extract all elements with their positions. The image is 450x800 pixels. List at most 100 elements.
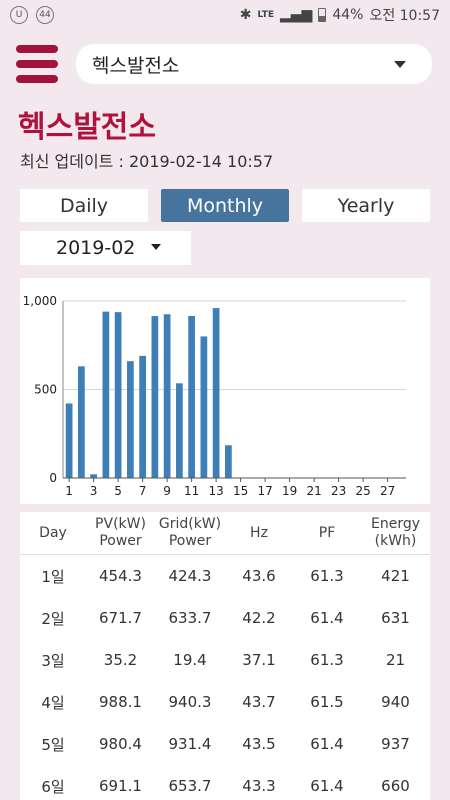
cell-pv-power: 980.4 bbox=[99, 735, 142, 753]
top-bar: 헥스발전소 bbox=[16, 44, 432, 84]
signal-icon: ▂▄▆ bbox=[280, 7, 313, 23]
status-left: U 44 bbox=[10, 6, 54, 24]
period-tabs: Daily Monthly Yearly bbox=[20, 189, 430, 222]
cell-pv-power: 454.3 bbox=[99, 567, 142, 585]
cell-energy: 660 bbox=[381, 777, 410, 795]
col-header-pf: PF bbox=[318, 524, 336, 541]
cell-day: 1일 bbox=[41, 567, 65, 586]
cell-energy: 940 bbox=[381, 693, 410, 711]
cell-hz: 43.6 bbox=[242, 567, 276, 585]
network-type: LTE bbox=[257, 10, 274, 20]
x-tick-label: 27 bbox=[380, 484, 395, 498]
menu-icon[interactable] bbox=[16, 45, 58, 83]
app-notification-icon: U bbox=[10, 6, 28, 24]
cell-energy: 937 bbox=[381, 735, 410, 753]
table-body: 1일 454.3 424.3 43.6 61.3 421 2일 671.7 633.7 42.2 6… bbox=[20, 555, 430, 800]
cell-pf: 61.3 bbox=[310, 651, 344, 669]
caret-down-icon bbox=[151, 244, 161, 250]
energy-chart: 0 500 1,000 1 3 5 7 9 11 13 15 17 19 21 23 25 27 bbox=[20, 278, 430, 504]
cell-pf: 61.5 bbox=[310, 693, 344, 711]
table-row: 2일 671.7 633.7 42.2 61.4 631 bbox=[20, 597, 430, 639]
cell-hz: 43.5 bbox=[242, 735, 276, 753]
table-row: 1일 454.3 424.3 43.6 61.3 421 bbox=[20, 555, 430, 597]
battery-percent: 44% bbox=[332, 7, 364, 23]
cell-hz: 42.2 bbox=[242, 609, 276, 627]
y-tick-label: 0 bbox=[49, 471, 57, 485]
cell-day: 6일 bbox=[41, 777, 65, 796]
cell-hz: 43.3 bbox=[242, 777, 276, 795]
clock: 오전 10:57 bbox=[369, 8, 440, 24]
x-tick-label: 25 bbox=[355, 484, 370, 498]
x-tick-label: 21 bbox=[306, 484, 321, 498]
x-tick-label: 17 bbox=[257, 484, 272, 498]
cell-pv-power: 671.7 bbox=[99, 609, 142, 627]
bar-day-5 bbox=[114, 312, 122, 478]
bar-day-12 bbox=[200, 336, 208, 478]
cell-energy: 631 bbox=[381, 609, 410, 627]
cell-hz: 37.1 bbox=[242, 651, 276, 669]
site-dropdown[interactable]: 헥스발전소 bbox=[76, 44, 432, 84]
bluetooth-icon: ✱ bbox=[239, 7, 252, 23]
cell-pf: 61.4 bbox=[310, 777, 344, 795]
col-header-day: Day bbox=[39, 524, 67, 541]
status-bar: U 44 ✱ LTE ▂▄▆ 44% 오전 10:57 bbox=[0, 0, 450, 30]
x-tick-label: 13 bbox=[208, 484, 223, 498]
y-tick-label: 1,000 bbox=[23, 294, 57, 308]
x-tick-label: 7 bbox=[139, 484, 147, 498]
x-tick-label: 19 bbox=[282, 484, 297, 498]
tab-monthly[interactable]: Monthly bbox=[161, 189, 289, 222]
data-table: Day PV(kW) Power Grid(kW) Power Hz PF Ener… bbox=[20, 512, 430, 800]
cell-grid-power: 940.3 bbox=[168, 693, 212, 711]
cell-pv-power: 35.2 bbox=[103, 651, 138, 669]
bar-day-9 bbox=[163, 314, 171, 478]
table-row: 5일 980.4 931.4 43.5 61.4 937 bbox=[20, 723, 430, 765]
month-dropdown[interactable]: 2019-02 bbox=[20, 231, 191, 265]
chevron-down-icon bbox=[394, 61, 406, 68]
cell-grid-power: 633.7 bbox=[168, 609, 212, 627]
cell-pf: 61.4 bbox=[310, 735, 344, 753]
battery-icon bbox=[318, 8, 327, 22]
col-header-hz: Hz bbox=[250, 524, 268, 541]
bar-day-11 bbox=[188, 316, 195, 478]
table-row: 4일 988.1 940.3 43.7 61.5 940 bbox=[20, 681, 430, 723]
cell-energy: 421 bbox=[381, 567, 410, 585]
cell-grid-power: 19.4 bbox=[173, 651, 207, 669]
table-row: 6일 691.1 653.7 43.3 61.4 660 bbox=[20, 765, 430, 800]
cell-day: 3일 bbox=[41, 651, 65, 670]
table-row: 3일 35.2 19.4 37.1 61.3 21 bbox=[20, 639, 430, 681]
x-tick-label: 1 bbox=[65, 484, 73, 498]
x-tick-label: 11 bbox=[184, 484, 199, 498]
bar-day-1 bbox=[65, 403, 73, 478]
cell-day: 2일 bbox=[41, 609, 65, 628]
page-title: 헥스발전소 bbox=[18, 110, 156, 145]
bar-day-6 bbox=[127, 361, 134, 478]
col-header-pv-power: PV(kW) Power bbox=[95, 516, 146, 549]
cell-grid-power: 931.4 bbox=[168, 735, 212, 753]
cell-pv-power: 988.1 bbox=[99, 693, 142, 711]
cell-day: 4일 bbox=[41, 693, 65, 712]
bar-day-4 bbox=[102, 311, 110, 478]
cell-grid-power: 653.7 bbox=[168, 777, 212, 795]
cell-day: 5일 bbox=[41, 735, 65, 754]
month-dropdown-value: 2019-02 bbox=[56, 237, 136, 259]
col-header-energy: Energy (kWh) bbox=[370, 516, 420, 549]
cell-grid-power: 424.3 bbox=[168, 567, 212, 585]
x-tick-label: 9 bbox=[163, 484, 171, 498]
tab-yearly[interactable]: Yearly bbox=[302, 189, 430, 222]
tab-daily[interactable]: Daily bbox=[20, 189, 148, 222]
cell-hz: 43.7 bbox=[242, 693, 276, 711]
col-header-grid-power: Grid(kW) Power bbox=[158, 516, 222, 549]
cell-pv-power: 691.1 bbox=[99, 777, 142, 795]
bar-day-7 bbox=[139, 355, 146, 478]
bar-day-8 bbox=[151, 316, 159, 478]
status-right: ✱ LTE ▂▄▆ 44% 오전 10:57 bbox=[240, 5, 440, 25]
cell-pf: 61.4 bbox=[310, 609, 344, 627]
site-dropdown-value: 헥스발전소 bbox=[92, 54, 180, 77]
cell-energy: 21 bbox=[385, 651, 406, 669]
cell-pf: 61.3 bbox=[310, 567, 344, 585]
x-tick-label: 15 bbox=[233, 484, 248, 498]
bar-day-14 bbox=[225, 445, 232, 478]
bar-day-13 bbox=[212, 308, 220, 478]
table-header: Day PV(kW) Power Grid(kW) Power Hz PF Ener… bbox=[20, 512, 430, 555]
x-tick-label: 5 bbox=[114, 484, 122, 498]
